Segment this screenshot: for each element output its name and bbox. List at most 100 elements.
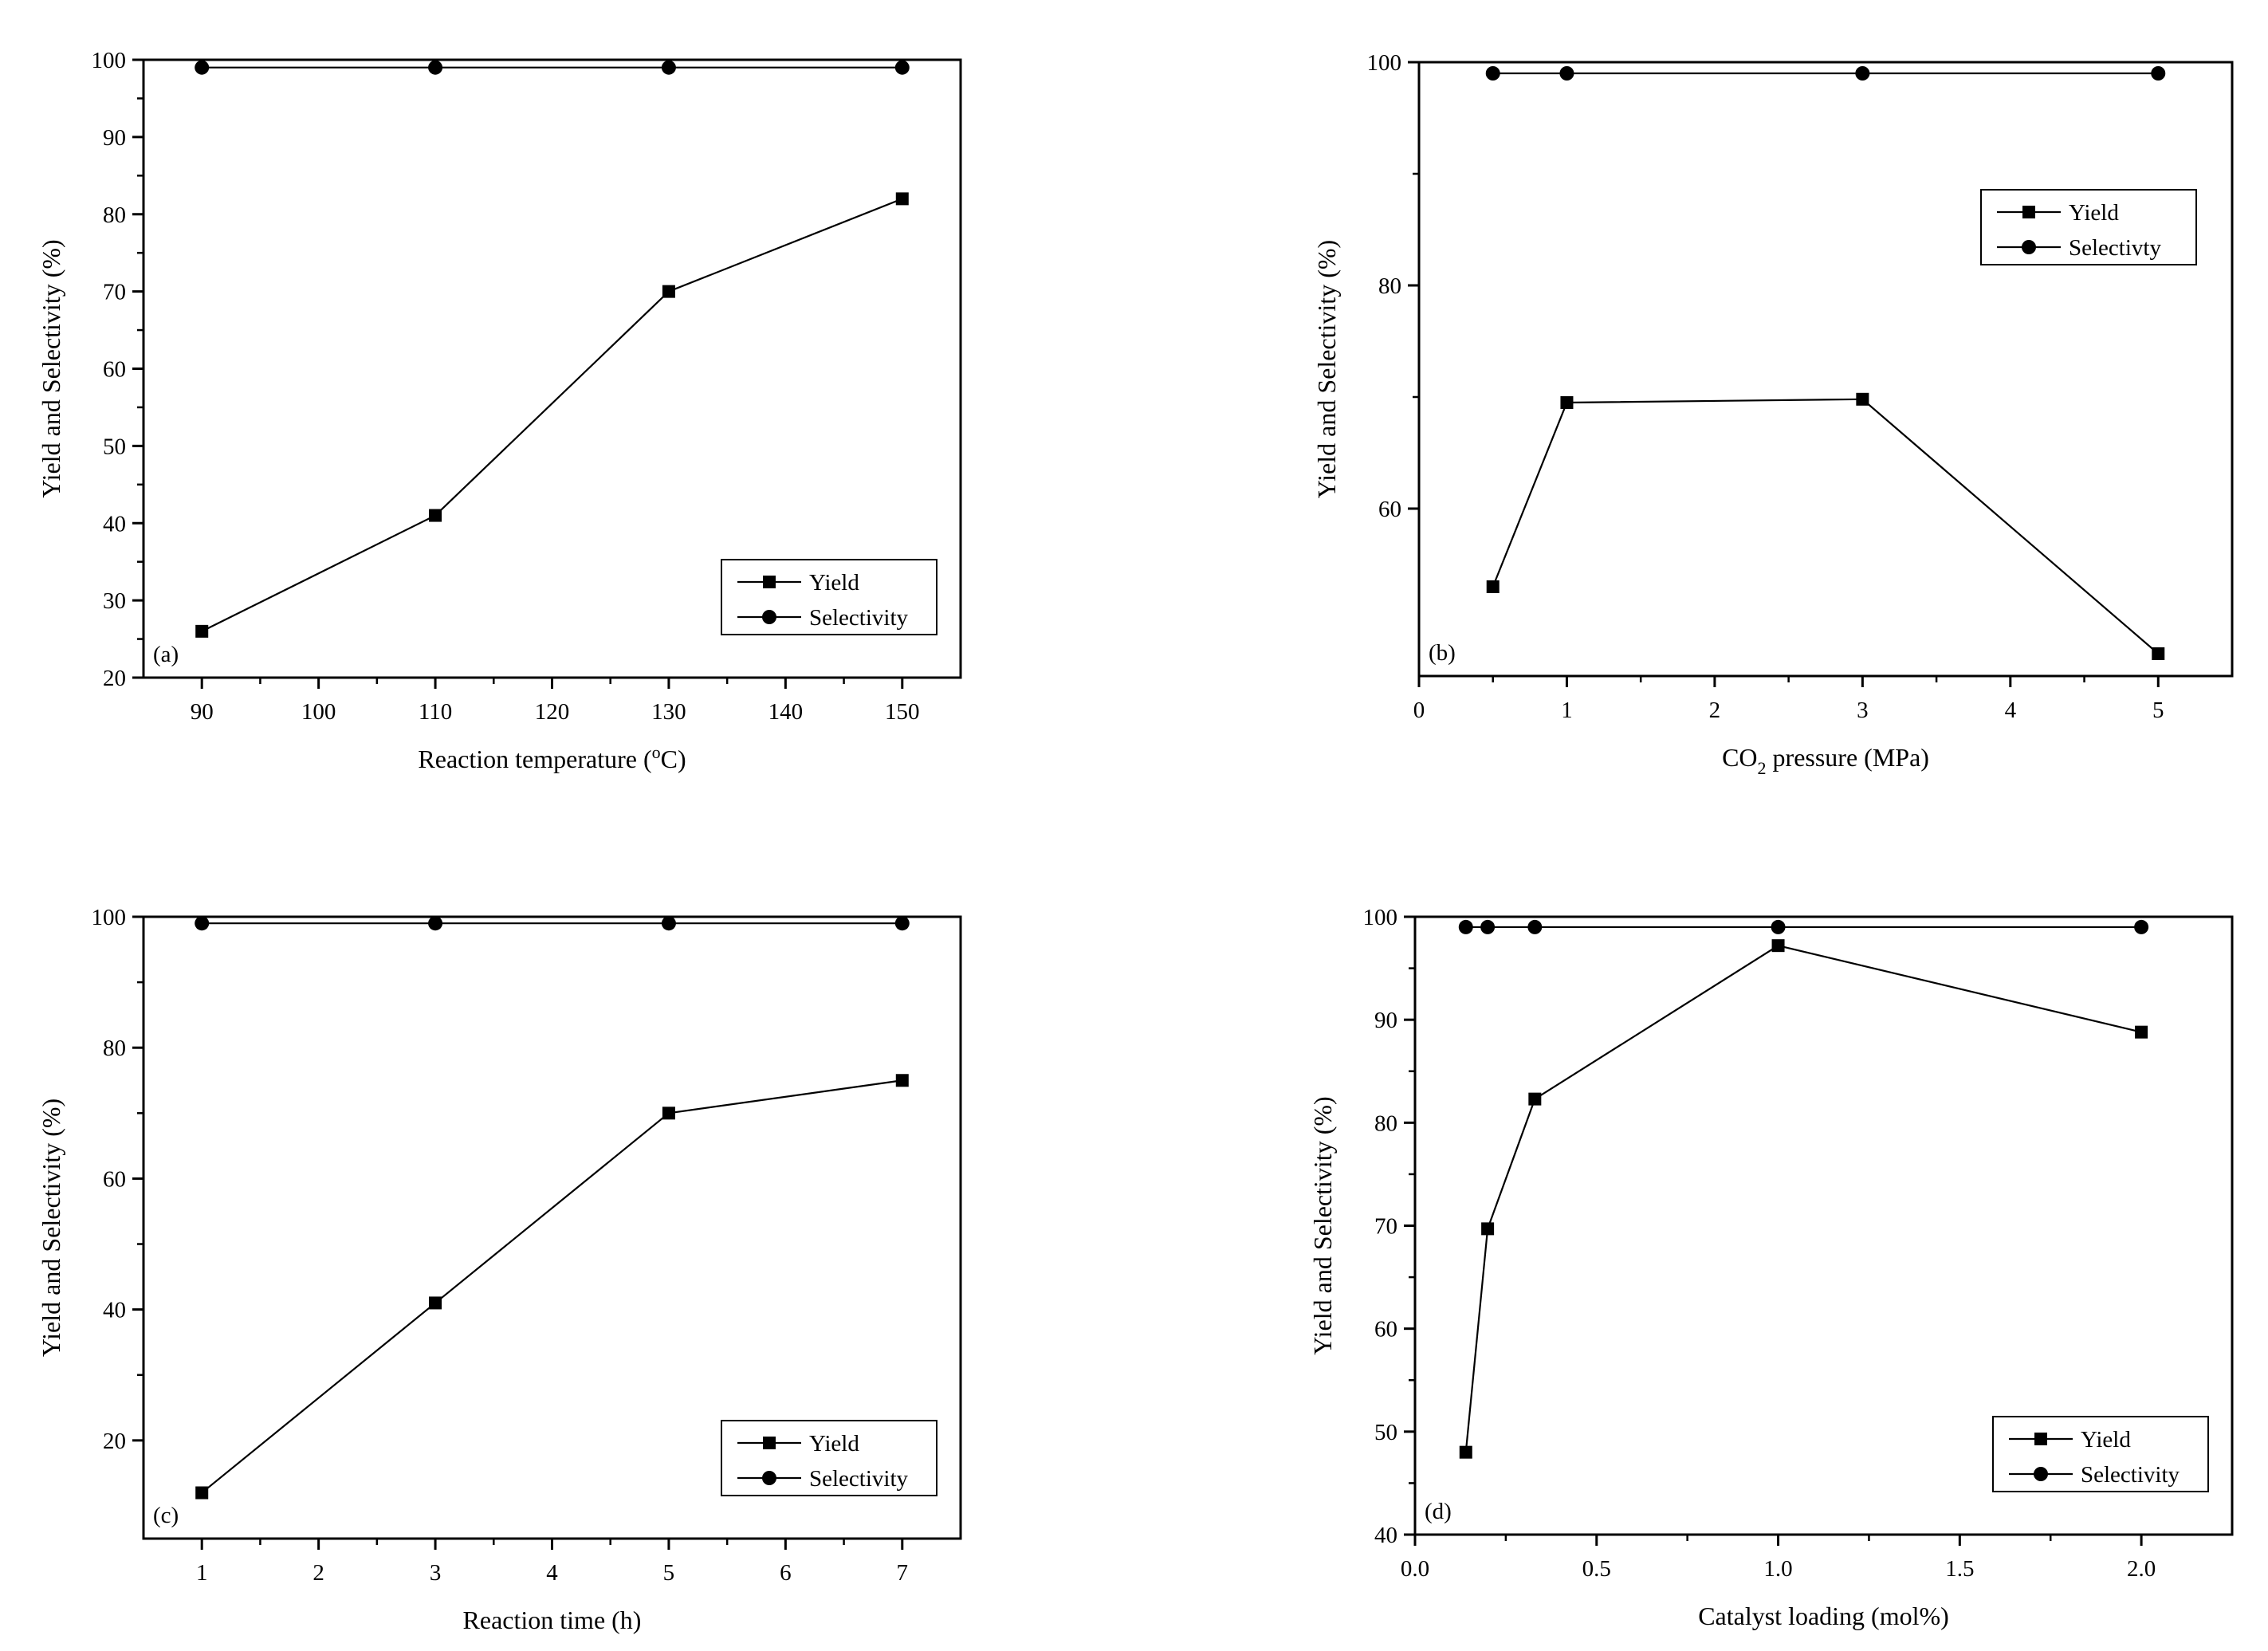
- y-tick-label: 20: [103, 1429, 126, 1454]
- x-tick-label: 100: [301, 699, 336, 725]
- x-tick-label: 150: [885, 699, 920, 725]
- selectivity-point: [894, 916, 910, 931]
- selectivity-point: [428, 60, 443, 75]
- legend-circle-marker: [2022, 240, 2036, 254]
- selectivity-point: [1559, 66, 1574, 81]
- selectivity-point: [1458, 919, 1473, 934]
- y-axis-label: Yield and Selectivity (%): [37, 239, 65, 497]
- x-tick-label: 2: [1709, 698, 1721, 723]
- y-tick-label: 80: [1378, 273, 1401, 299]
- selectivity-point: [2151, 66, 2166, 81]
- x-tick-label: 3: [1857, 698, 1869, 723]
- chart-panel-2: 0 1 2 3 4 5 60 80 100 CO2 pressure (MPa) Yield and…: [1312, 50, 2234, 778]
- selectivity-point: [195, 60, 210, 75]
- panel-label: (c): [153, 1503, 179, 1528]
- selectivity-point: [1485, 66, 1500, 81]
- panel-label: (a): [153, 642, 179, 667]
- selectivity-point: [1771, 919, 1786, 934]
- x-tick-label: 0: [1413, 698, 1425, 723]
- legend-entry: Yield: [2081, 1427, 2131, 1452]
- yield-point: [195, 624, 209, 638]
- selectivity-point: [1480, 919, 1496, 934]
- legend-entry: Yield: [2069, 200, 2119, 226]
- y-tick-label: 40: [103, 1298, 126, 1323]
- x-axis-label: Reaction temperature (oC): [418, 742, 686, 773]
- legend-circle-marker: [762, 1471, 776, 1485]
- y-axis-label: Yield and Selectivity (%): [37, 1099, 65, 1357]
- panel-label: (d): [1425, 1499, 1452, 1524]
- selectivity-point: [661, 916, 676, 931]
- yield-point: [662, 1107, 675, 1120]
- yield-point: [1560, 396, 1574, 409]
- yield-point: [2135, 1025, 2148, 1039]
- legend-entry: Yield: [809, 1431, 859, 1456]
- legend-entry: Selectivity: [2081, 1462, 2180, 1488]
- x-tick-label: 0.0: [1401, 1556, 1429, 1582]
- selectivity-point: [894, 60, 910, 75]
- y-tick-label: 60: [103, 1166, 126, 1192]
- x-tick-label: 3: [430, 1560, 442, 1586]
- x-tick-label: 5: [663, 1560, 675, 1586]
- yield-point: [1771, 939, 1785, 953]
- x-tick-label: 130: [651, 699, 686, 725]
- legend-circle-marker: [2034, 1467, 2048, 1481]
- legend-square-marker: [2022, 206, 2035, 218]
- yield-point: [895, 1074, 909, 1087]
- x-tick-label: 1: [1561, 698, 1573, 723]
- legend-square-marker: [2034, 1433, 2047, 1445]
- y-tick-label: 70: [1374, 1214, 1397, 1240]
- x-tick-label: 2.0: [2127, 1556, 2156, 1582]
- legend-square-marker: [763, 576, 776, 588]
- x-tick-label: 7: [897, 1560, 909, 1586]
- y-tick-label: 20: [103, 666, 126, 691]
- chart-panel-4: 0.0 0.5 1.0 1.5 2.0 40 50 60 70 80 90 100 Catalyst l…: [1308, 905, 2234, 1630]
- chart-panel-1: 90 100 110 120 130 140 150 20 30 40 50 60 70 80 90 100 R…: [37, 48, 962, 773]
- yield-point: [429, 509, 442, 522]
- x-tick-label: 4: [2005, 698, 2017, 723]
- legend-box: [1980, 189, 2197, 265]
- x-tick-label: 6: [780, 1560, 792, 1586]
- y-tick-label: 40: [1374, 1523, 1397, 1548]
- yield-point: [895, 192, 909, 206]
- x-axis-label: Reaction time (h): [463, 1606, 642, 1634]
- x-tick-label: 1.5: [1945, 1556, 1974, 1582]
- x-tick-label: 1: [196, 1560, 208, 1586]
- y-tick-label: 80: [103, 202, 126, 228]
- legend-box: [721, 559, 937, 635]
- legend-entry: Selectivity: [809, 1466, 909, 1492]
- y-tick-label: 80: [103, 1036, 126, 1061]
- y-axis-label: Yield and Selectivity (%): [1312, 240, 1341, 498]
- panel-label: (b): [1429, 640, 1456, 666]
- y-tick-label: 90: [103, 125, 126, 151]
- x-tick-label: 120: [535, 699, 570, 725]
- yield-point: [195, 1486, 209, 1500]
- yield-point: [2152, 647, 2165, 660]
- series-line-yield: [201, 1079, 902, 1494]
- legend-box: [721, 1420, 937, 1496]
- y-axis-label: Yield and Selectivity (%): [1308, 1096, 1337, 1354]
- selectivity-point: [1527, 919, 1543, 934]
- x-tick-label: 110: [419, 699, 452, 725]
- yield-point: [1486, 580, 1500, 593]
- y-tick-label: 100: [92, 48, 127, 73]
- chart-panel-3: 1 2 3 4 5 6 7 20 40 60 80 100 Reaction time (h) Yield…: [37, 905, 962, 1634]
- selectivity-point: [428, 916, 443, 931]
- x-axis-label: Catalyst loading (mol%): [1698, 1602, 1949, 1630]
- series-line-yield: [1492, 398, 2159, 655]
- x-tick-label: 2: [312, 1560, 324, 1586]
- x-tick-label: 4: [546, 1560, 558, 1586]
- y-tick-label: 40: [103, 511, 126, 537]
- selectivity-point: [195, 916, 210, 931]
- x-tick-label: 0.5: [1582, 1556, 1611, 1582]
- y-tick-label: 70: [103, 280, 126, 305]
- x-tick-label: 90: [191, 699, 214, 725]
- legend-entry: Yield: [809, 570, 859, 596]
- y-tick-label: 80: [1374, 1110, 1397, 1136]
- y-tick-label: 60: [103, 357, 126, 383]
- x-tick-label: 140: [768, 699, 804, 725]
- series-line-yield: [201, 198, 903, 632]
- y-tick-label: 50: [1374, 1420, 1397, 1445]
- y-tick-label: 100: [92, 905, 127, 930]
- legend-box: [1992, 1416, 2209, 1492]
